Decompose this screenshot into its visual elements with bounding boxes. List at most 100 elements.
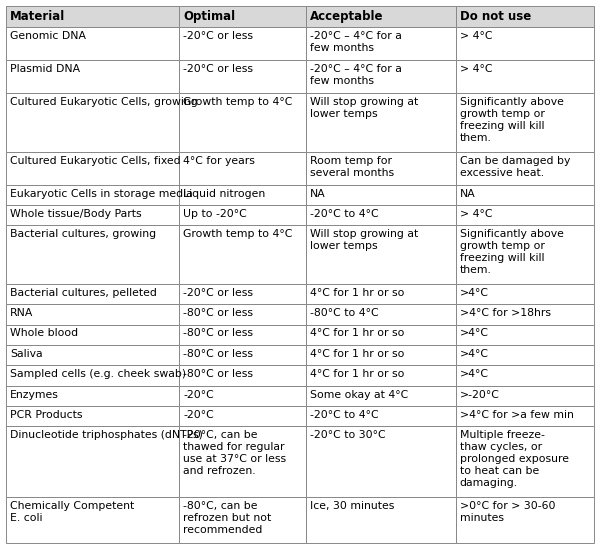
Text: RNA: RNA [10, 308, 34, 318]
Text: Do not use: Do not use [460, 10, 531, 23]
Bar [6, 406, 179, 427]
Text: -20°C to 4°C: -20°C to 4°C [310, 209, 379, 219]
Bar [179, 226, 306, 284]
Bar [6, 60, 179, 93]
Text: Can be damaged by
excessive heat.: Can be damaged by excessive heat. [460, 155, 570, 177]
Text: Acceptable: Acceptable [310, 10, 383, 23]
Text: Up to -20°C: Up to -20°C [184, 209, 247, 219]
Text: Will stop growing at
lower temps: Will stop growing at lower temps [310, 229, 418, 251]
Bar [306, 345, 456, 365]
Text: > 4°C: > 4°C [460, 209, 493, 219]
Bar [456, 205, 594, 226]
Bar [306, 27, 456, 60]
Bar [179, 284, 306, 304]
Text: >4°C for >18hrs: >4°C for >18hrs [460, 308, 551, 318]
Text: -20°C – 4°C for a
few months: -20°C – 4°C for a few months [310, 31, 402, 53]
Text: -80°C, can be
refrozen but not
recommended: -80°C, can be refrozen but not recommend… [184, 501, 272, 535]
Text: > 4°C: > 4°C [460, 31, 493, 41]
Bar [306, 93, 456, 152]
Text: Material: Material [10, 10, 65, 23]
Text: -20°C or less: -20°C or less [184, 31, 253, 41]
Bar [6, 304, 179, 324]
Bar [456, 60, 594, 93]
Text: -80°C or less: -80°C or less [184, 328, 253, 338]
Text: -20°C – 4°C for a
few months: -20°C – 4°C for a few months [310, 64, 402, 86]
Bar [6, 345, 179, 365]
Text: Whole tissue/Body Parts: Whole tissue/Body Parts [10, 209, 142, 219]
Text: Cultured Eukaryotic Cells, growing: Cultured Eukaryotic Cells, growing [10, 97, 198, 107]
Text: 4°C for years: 4°C for years [184, 155, 256, 166]
Bar [306, 324, 456, 345]
Bar [6, 324, 179, 345]
Text: Significantly above
growth temp or
freezing will kill
them.: Significantly above growth temp or freez… [460, 229, 563, 276]
Bar [456, 284, 594, 304]
Text: -20°C or less: -20°C or less [184, 64, 253, 74]
Text: Ice, 30 minutes: Ice, 30 minutes [310, 501, 394, 511]
Bar [456, 324, 594, 345]
Text: Room temp for
several months: Room temp for several months [310, 155, 394, 177]
Text: Growth temp to 4°C: Growth temp to 4°C [184, 97, 293, 107]
Text: >4°C: >4°C [460, 328, 489, 338]
Bar [179, 6, 306, 27]
Text: -80°C or less: -80°C or less [184, 349, 253, 359]
Text: -20°C to 4°C: -20°C to 4°C [310, 410, 379, 420]
Text: NA: NA [310, 188, 326, 199]
Text: Sampled cells (e.g. cheek swab): Sampled cells (e.g. cheek swab) [10, 369, 186, 379]
Bar [179, 345, 306, 365]
Text: >0°C for > 30-60
minutes: >0°C for > 30-60 minutes [460, 501, 556, 523]
Text: 4°C for 1 hr or so: 4°C for 1 hr or so [310, 369, 404, 379]
Bar [456, 184, 594, 205]
Bar [6, 386, 179, 406]
Bar [456, 365, 594, 386]
Text: Liquid nitrogen: Liquid nitrogen [184, 188, 266, 199]
Bar [306, 406, 456, 427]
Bar [6, 152, 179, 184]
Bar [6, 284, 179, 304]
Text: -20°C: -20°C [184, 410, 214, 420]
Bar [179, 27, 306, 60]
Bar [6, 93, 179, 152]
Text: >4°C: >4°C [460, 288, 489, 298]
Bar [306, 386, 456, 406]
Text: >-20°C: >-20°C [460, 390, 500, 400]
Bar [456, 497, 594, 543]
Bar [306, 427, 456, 497]
Text: Chemically Competent
E. coli: Chemically Competent E. coli [10, 501, 134, 523]
Bar [6, 365, 179, 386]
Bar [179, 304, 306, 324]
Bar [179, 152, 306, 184]
Bar [306, 152, 456, 184]
Bar [6, 205, 179, 226]
Text: Multiple freeze-
thaw cycles, or
prolonged exposure
to heat can be
damaging.: Multiple freeze- thaw cycles, or prolong… [460, 430, 569, 489]
Text: Significantly above
growth temp or
freezing will kill
them.: Significantly above growth temp or freez… [460, 97, 563, 143]
Text: Bacterial cultures, growing: Bacterial cultures, growing [10, 229, 156, 239]
Text: Enzymes: Enzymes [10, 390, 59, 400]
Text: 4°C for 1 hr or so: 4°C for 1 hr or so [310, 349, 404, 359]
Bar [456, 93, 594, 152]
Bar [306, 6, 456, 27]
Text: Will stop growing at
lower temps: Will stop growing at lower temps [310, 97, 418, 119]
Bar [179, 93, 306, 152]
Bar [179, 184, 306, 205]
Bar [6, 226, 179, 284]
Bar [179, 205, 306, 226]
Text: -80°C or less: -80°C or less [184, 308, 253, 318]
Bar [179, 365, 306, 386]
Bar [456, 386, 594, 406]
Text: 4°C for 1 hr or so: 4°C for 1 hr or so [310, 328, 404, 338]
Bar [306, 184, 456, 205]
Text: Plasmid DNA: Plasmid DNA [10, 64, 80, 74]
Text: PCR Products: PCR Products [10, 410, 83, 420]
Bar [6, 497, 179, 543]
Text: -20°C, can be
thawed for regular
use at 37°C or less
and refrozen.: -20°C, can be thawed for regular use at … [184, 430, 287, 477]
Bar [179, 406, 306, 427]
Bar [456, 152, 594, 184]
Bar [179, 497, 306, 543]
Text: >4°C for >a few min: >4°C for >a few min [460, 410, 574, 420]
Text: -20°C to 30°C: -20°C to 30°C [310, 430, 386, 440]
Text: NA: NA [460, 188, 476, 199]
Bar [456, 6, 594, 27]
Bar [179, 427, 306, 497]
Bar [179, 60, 306, 93]
Text: -80°C or less: -80°C or less [184, 369, 253, 379]
